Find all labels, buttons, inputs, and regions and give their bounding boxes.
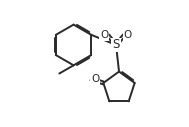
Text: S: S xyxy=(112,38,120,51)
Text: O: O xyxy=(100,30,108,40)
Text: O: O xyxy=(124,30,132,40)
Text: O: O xyxy=(91,74,99,84)
